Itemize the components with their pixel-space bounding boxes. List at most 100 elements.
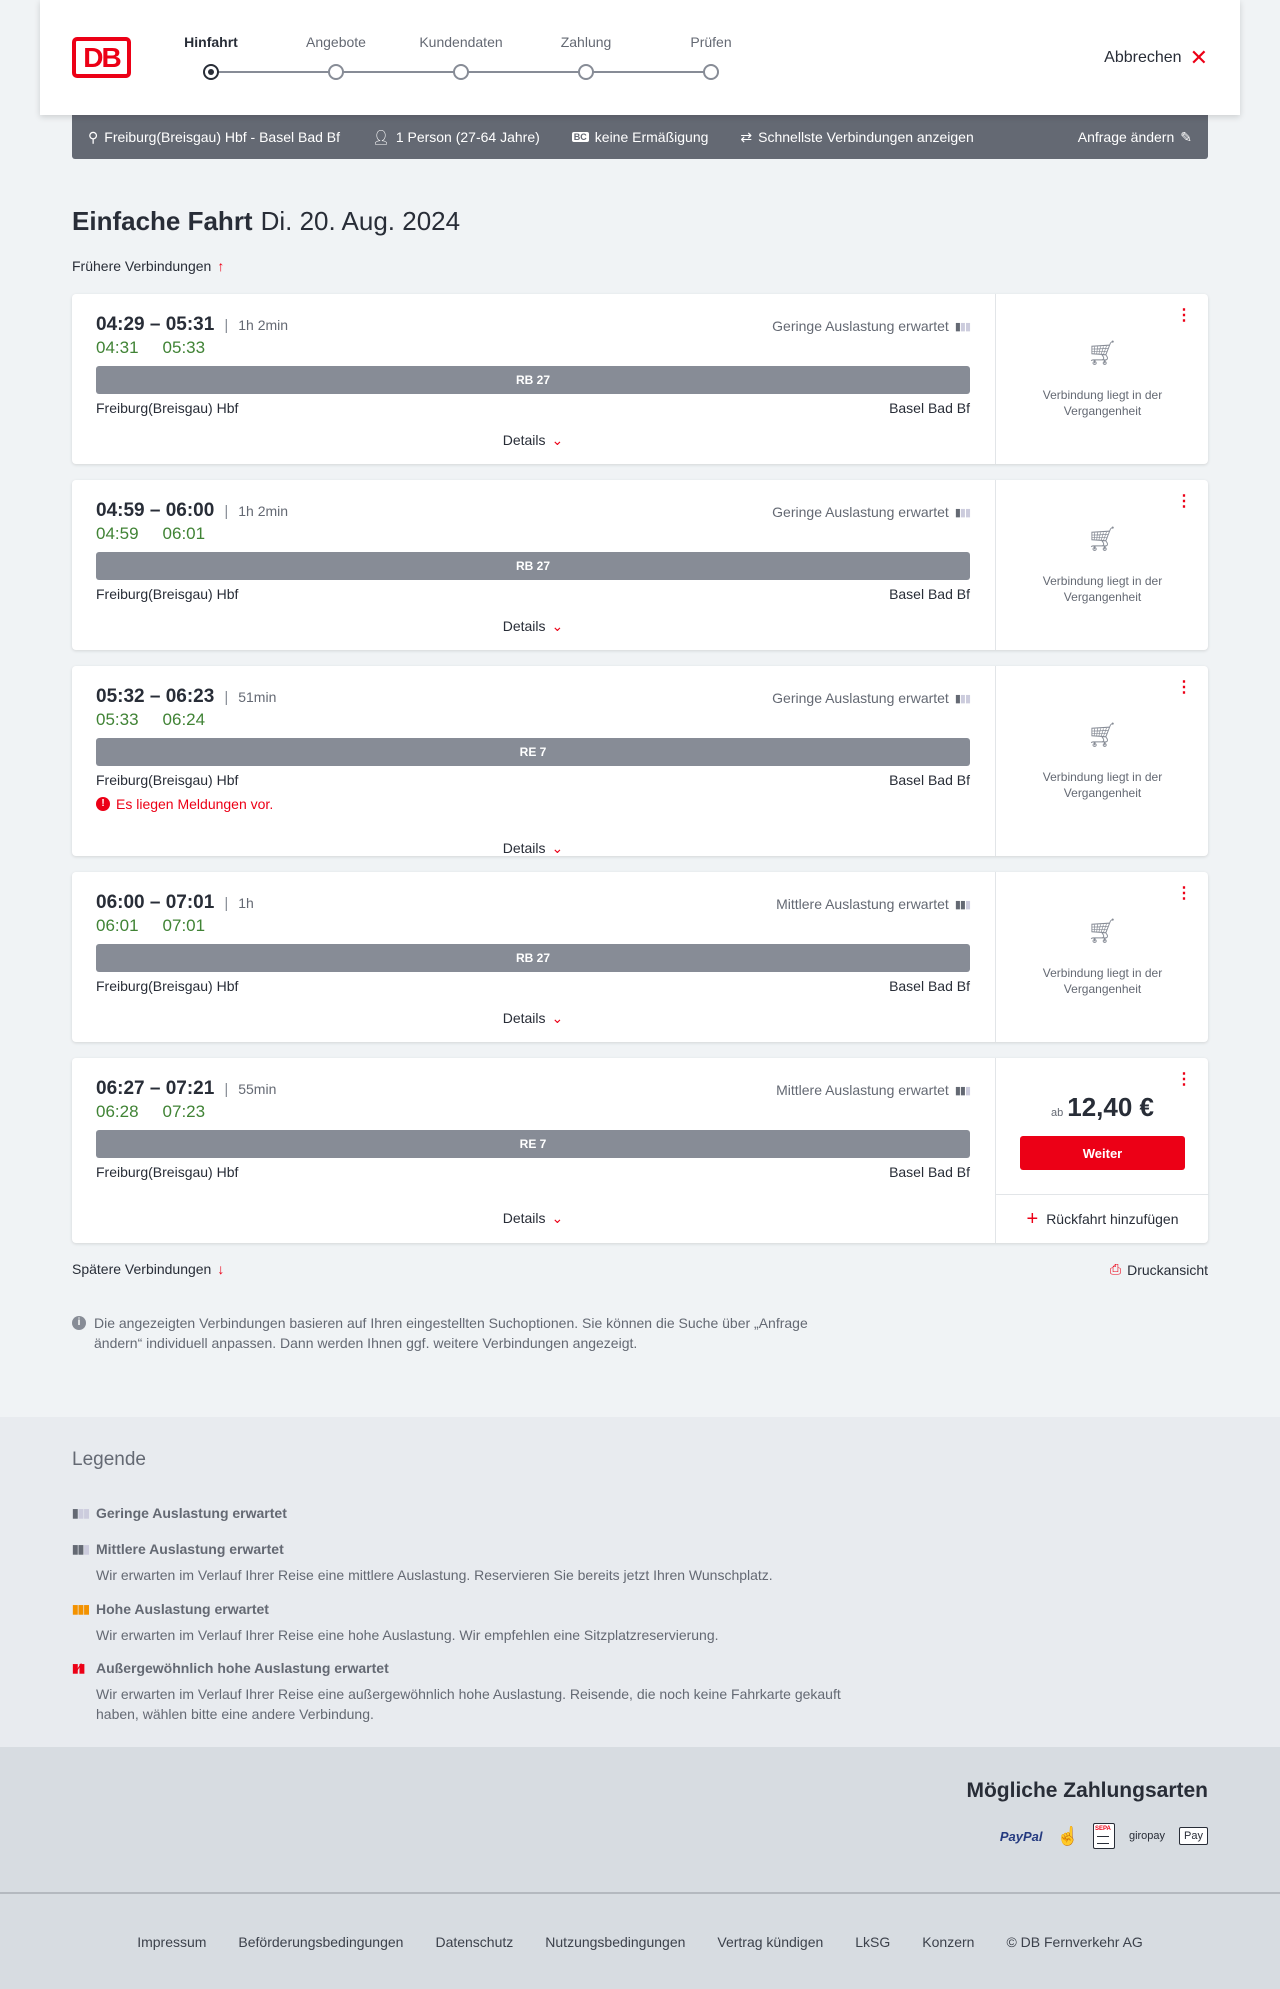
realtime-arrival: 07:23 [162,1102,206,1121]
search-summary-bar: ⚲ Freiburg(Breisgau) Hbf - Basel Bad Bf 👤… [72,115,1208,159]
realtime-departure: 06:28 [96,1102,139,1121]
connection-card: 04:59 – 06:00 | 1h 2min 04:59 06:01 Geringe… [72,480,1208,650]
legend-text: Wir erwarten im Verlauf Ihrer Reise eine… [96,1627,719,1643]
legend-text: Wir erwarten im Verlauf Ihrer Reise eine… [96,1567,773,1583]
departure-station: Freiburg(Breisgau) Hbf [96,586,239,602]
footer-link-datenschutz[interactable]: Datenschutz [435,1933,514,1950]
continue-button[interactable]: Weiter [1020,1136,1185,1170]
option-summary: ⇄ Schnellste Verbindungen anzeigen [740,129,973,146]
step-zahlung: Zahlung [560,34,612,50]
more-options-icon[interactable]: ⋮ [1176,307,1192,324]
train-name: RE 7 [519,745,547,759]
train-name: RB 27 [515,373,550,387]
swap-icon: ⇄ [740,128,753,145]
realtime-arrival: 06:01 [162,524,206,543]
chevron-down-icon: ⌄ [551,1010,564,1026]
details-toggle[interactable]: Details ⌄ [96,840,970,857]
train-segment-bar[interactable]: RE 7 [96,738,970,766]
more-options-icon[interactable]: ⋮ [1176,493,1192,510]
legend-text: Wir erwarten im Verlauf Ihrer Reise eine… [96,1686,841,1722]
legend-item-medium: ▮▮▮ Mittlere Auslastung erwartet Wir erwar… [72,1541,856,1585]
train-segment-bar[interactable]: RB 27 [96,366,970,394]
more-options-icon[interactable]: ⋮ [1176,1071,1192,1088]
details-label: Details [502,1210,546,1226]
details-label: Details [502,1010,546,1026]
apple-pay-logo: Pay [1179,1827,1208,1845]
trip-type: Einfache Fahrt [72,206,253,236]
details-label: Details [502,618,546,634]
later-connections-link[interactable]: Spätere Verbindungen ↓ [72,1261,224,1277]
offer-panel: ⋮ 🛒︎ Verbindung liegt in der Vergangenhe… [995,480,1208,650]
earlier-label: Frühere Verbindungen [72,258,212,274]
chevron-down-icon: ⌄ [551,618,564,634]
details-toggle[interactable]: Details ⌄ [96,618,970,635]
cancel-button[interactable]: Abbrechen ✕ [1104,47,1208,69]
cart-unavailable-icon: 🛒︎ [1087,526,1118,553]
payment-section: Mögliche Zahlungsarten PayPal ☝ SEPA gir… [0,1747,1280,1894]
passenger-summary: 👤︎ 1 Person (27-64 Jahre) [372,129,540,146]
train-name: RE 7 [519,1137,547,1151]
sepa-icon: SEPA [1092,1823,1115,1849]
footer: Impressum Beförderungsbedingungen Datens… [0,1894,1280,1989]
header: DB Hinfahrt Angebote Kundendaten Zahlung… [40,0,1240,115]
planned-times: 04:29 – 05:31 | 1h 2min [96,314,288,336]
footer-link-konzern[interactable]: Konzern [922,1933,975,1950]
occupancy-indicator: Geringe Auslastung erwartet ▮▮▮ [772,504,971,520]
alert-icon: ! [96,797,110,811]
paypal-logo: PayPal [999,1828,1043,1844]
legend-label: Außergewöhnlich hohe Auslastung erwartet [96,1660,389,1676]
db-logo[interactable]: DB [72,37,131,78]
details-toggle[interactable]: Details ⌄ [96,1210,970,1227]
edit-search-button[interactable]: Anfrage ändern ✎ [1078,129,1192,146]
train-segment-bar[interactable]: RB 27 [96,552,970,580]
route-summary: ⚲ Freiburg(Breisgau) Hbf - Basel Bad Bf [88,129,340,146]
train-segment-bar[interactable]: RB 27 [96,944,970,972]
offer-panel: ⋮ 🛒︎ Verbindung liegt in der Vergangenhe… [995,294,1208,464]
divider: | [224,688,229,706]
more-options-icon[interactable]: ⋮ [1176,679,1192,696]
train-segment-bar[interactable]: RE 7 [96,1130,970,1158]
add-return-button[interactable]: + Rückfahrt hinzufügen [996,1194,1209,1243]
details-toggle[interactable]: Details ⌄ [96,1010,970,1027]
occupancy-text: Mittlere Auslastung erwartet [776,1082,949,1098]
past-connection-note: Verbindung liegt in der Vergangenheit [1042,770,1163,800]
apple-pay-text: Pay [1184,1830,1203,1842]
legend-item-high: ▮▮▮ Hohe Auslastung erwartet Wir erwarten … [72,1601,856,1645]
step-dot [453,64,469,80]
footer-copyright[interactable]: © DB Fernverkehr AG [1006,1933,1143,1950]
earlier-connections-link[interactable]: Frühere Verbindungen ↑ [72,258,224,274]
details-toggle[interactable]: Details ⌄ [96,432,970,449]
departure-station: Freiburg(Breisgau) Hbf [96,978,239,994]
time-range: 06:27 – 07:21 [96,1078,215,1099]
occupancy-indicator: Geringe Auslastung erwartet ▮▮▮ [772,318,971,334]
planned-times: 06:00 – 07:01 | 1h [96,892,254,914]
info-text: Die angezeigten Verbindungen basieren au… [94,1315,808,1351]
cart-unavailable-icon: 🛒︎ [1087,918,1118,945]
more-options-icon[interactable]: ⋮ [1176,885,1192,902]
connection-card: 04:29 – 05:31 | 1h 2min 04:31 05:33 Geringe… [72,294,1208,464]
train-name: RB 27 [515,559,550,573]
divider: | [224,894,229,912]
footer-link-befoerderungsbedingungen[interactable]: Beförderungsbedingungen [238,1933,404,1950]
arrow-down-icon: ↓ [217,1261,225,1277]
footer-link-impressum[interactable]: Impressum [137,1933,207,1950]
chevron-down-icon: ⌄ [551,840,564,856]
cart-unavailable-icon: 🛒︎ [1087,340,1118,367]
edit-search-label: Anfrage ändern [1077,129,1175,145]
connection-info: 06:00 – 07:01 | 1h 06:01 07:01 Mittlere Aus… [96,872,971,1042]
payment-methods: PayPal ☝ SEPA giropay Pay [1000,1823,1208,1849]
print-view-link[interactable]: ⎙ Druckansicht [1110,1261,1208,1278]
footer-link-lksg[interactable]: LkSG [855,1933,891,1950]
footer-link-nutzungsbedingungen[interactable]: Nutzungsbedingungen [545,1933,686,1950]
offer-panel: ⋮ ab 12,40 € Weiter + Rückfahrt hinzufügen [995,1058,1209,1243]
later-label: Spätere Verbindungen [72,1261,212,1277]
footer-link-vertrag-kuendigen[interactable]: Vertrag kündigen [717,1933,824,1950]
price: ab 12,40 € [996,1092,1209,1123]
realtime-arrival: 06:24 [162,710,206,729]
disruption-message[interactable]: ! Es liegen Meldungen vor. [96,796,273,812]
arrival-station: Basel Bad Bf [889,978,970,994]
realtime-departure: 04:31 [96,338,139,357]
offer-panel: ⋮ 🛒︎ Verbindung liegt in der Vergangenhe… [995,872,1208,1042]
load-low-icon: ▮▮▮ [72,1506,90,1520]
cart-unavailable-icon: 🛒︎ [1087,722,1118,749]
